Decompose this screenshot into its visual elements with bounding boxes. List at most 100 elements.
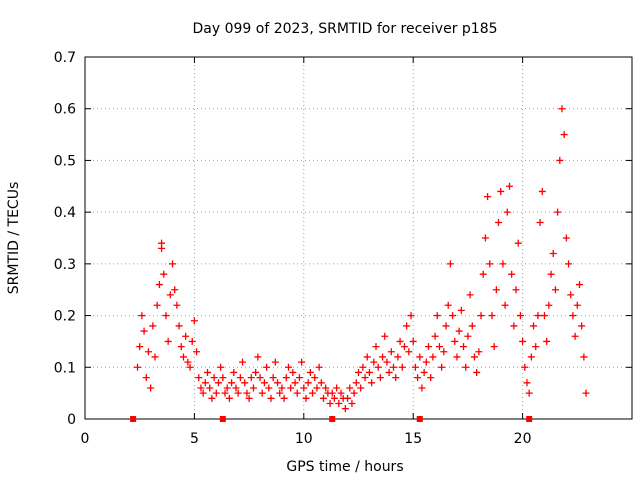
data-point <box>144 348 152 356</box>
data-point <box>431 332 439 340</box>
data-point <box>477 312 485 320</box>
data-point <box>239 358 247 366</box>
data-point <box>551 286 559 294</box>
data-point <box>228 379 236 387</box>
data-point <box>357 384 365 392</box>
data-point <box>556 156 564 164</box>
data-point <box>341 405 349 413</box>
data-point <box>254 353 262 361</box>
data-point <box>554 208 562 216</box>
data-point <box>497 187 505 195</box>
y-tick-label: 0.3 <box>54 257 76 273</box>
data-point <box>503 208 511 216</box>
data-point <box>536 218 544 226</box>
data-point <box>177 343 185 351</box>
data-point <box>276 389 284 397</box>
data-point <box>298 358 306 366</box>
x-tick-label: 0 <box>81 431 90 447</box>
data-point <box>212 389 220 397</box>
data-point <box>160 270 168 278</box>
data-point <box>140 327 148 335</box>
data-point <box>488 312 496 320</box>
data-point <box>462 363 470 371</box>
data-point <box>381 332 389 340</box>
data-point <box>302 394 310 402</box>
data-point <box>350 389 358 397</box>
data-point <box>361 374 369 382</box>
data-point <box>304 379 312 387</box>
data-point <box>265 384 273 392</box>
data-point <box>484 193 492 201</box>
data-point <box>151 353 159 361</box>
data-point <box>315 363 323 371</box>
data-point <box>134 363 142 371</box>
data-point <box>186 363 194 371</box>
x-tick-label: 20 <box>514 431 532 447</box>
data-point <box>201 379 209 387</box>
data-point <box>543 337 551 345</box>
data-point <box>473 368 481 376</box>
data-point <box>142 374 150 382</box>
data-point <box>260 379 268 387</box>
data-point <box>400 343 408 351</box>
data-point <box>403 322 411 330</box>
data-point <box>492 286 500 294</box>
data-point <box>534 312 542 320</box>
data-point <box>392 374 400 382</box>
data-point <box>530 322 538 330</box>
data-point <box>210 374 218 382</box>
data-point <box>337 389 345 397</box>
y-axis-ticks: 0 0.1 0.2 0.3 0.4 0.5 0.6 0.7 <box>54 50 632 428</box>
data-point <box>284 363 292 371</box>
data-point <box>571 332 579 340</box>
chart-title: Day 099 of 2023, SRMTID for receiver p18… <box>192 21 497 37</box>
data-point <box>236 374 244 382</box>
data-point <box>280 394 288 402</box>
data-point <box>269 374 277 382</box>
y-tick-label: 0.2 <box>54 309 76 325</box>
data-point <box>149 322 157 330</box>
data-point <box>481 234 489 242</box>
data-point <box>333 384 341 392</box>
data-point <box>547 270 555 278</box>
data-point <box>573 301 581 309</box>
data-point <box>372 343 380 351</box>
data-point <box>451 337 459 345</box>
data-point <box>525 389 533 397</box>
data-point <box>232 384 240 392</box>
data-point <box>330 394 338 402</box>
data-point <box>162 312 170 320</box>
data-point <box>407 312 415 320</box>
data-point <box>376 374 384 382</box>
data-point <box>416 353 424 361</box>
data-point <box>355 368 362 376</box>
data-point <box>490 343 498 351</box>
data-point <box>173 301 181 309</box>
data-point <box>549 250 557 258</box>
data-point <box>558 105 566 113</box>
data-point <box>521 363 529 371</box>
data-point <box>446 260 454 268</box>
data-point <box>562 234 570 242</box>
data-point <box>348 399 356 407</box>
data-point <box>344 394 352 402</box>
data-point <box>368 379 376 387</box>
data-point <box>440 348 448 356</box>
data-point <box>363 353 371 361</box>
zero-marker <box>329 416 336 422</box>
data-point <box>190 317 198 325</box>
data-point <box>464 332 472 340</box>
data-point <box>475 348 483 356</box>
data-point <box>249 384 257 392</box>
data-point <box>136 343 144 351</box>
data-point <box>527 353 535 361</box>
data-point <box>243 389 251 397</box>
data-point <box>164 337 172 345</box>
data-point <box>453 353 461 361</box>
data-point <box>171 286 179 294</box>
data-point <box>425 343 433 351</box>
data-point <box>394 353 402 361</box>
data-point <box>158 239 166 247</box>
data-point <box>495 218 503 226</box>
data-point <box>499 260 507 268</box>
